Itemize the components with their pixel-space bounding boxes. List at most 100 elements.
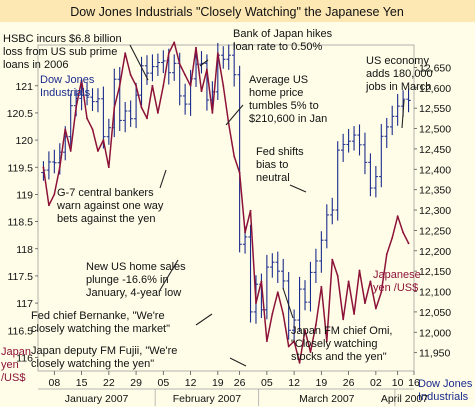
- yen-point: [396, 215, 399, 218]
- x-tick-label: 02: [370, 377, 382, 389]
- yen-point: [206, 68, 208, 71]
- x-tick-label: 05: [261, 377, 273, 389]
- yen-point: [336, 275, 339, 277]
- annotation-3-line-3: tumbles 5% to: [249, 100, 319, 112]
- yen-point: [391, 236, 394, 239]
- right-tick-label: 12,550: [419, 103, 451, 115]
- yen-point: [407, 242, 410, 245]
- x-tick-label: 26: [234, 377, 246, 389]
- right-tick-label: 12,450: [419, 144, 451, 156]
- yen-point: [282, 313, 285, 315]
- yen-point: [75, 106, 78, 109]
- right-tick-label: 11,950: [419, 348, 450, 360]
- left-axis-label-line-1: Japan: [1, 346, 31, 358]
- yen-point: [374, 307, 377, 310]
- left-tick-label: 117.5: [8, 271, 34, 283]
- left-tick-label: 120: [15, 135, 33, 147]
- right-axis-label-line-2: Industrials: [418, 391, 469, 403]
- title-bar: [0, 0, 475, 22]
- right-tick-label: 12,100: [419, 287, 451, 299]
- yen-point: [135, 84, 137, 87]
- yen-point: [47, 204, 50, 207]
- annotation-5-line-3: neutral: [256, 172, 290, 184]
- callout-leader: [225, 104, 244, 126]
- yen-point: [216, 52, 219, 55]
- left-tick-label: 120.5: [7, 108, 33, 120]
- yen-point: [315, 323, 317, 326]
- yen-point: [271, 313, 274, 315]
- right-tick-label: 12,050: [419, 307, 451, 319]
- yen-point: [325, 340, 328, 343]
- yen-point: [244, 231, 246, 234]
- yen-point: [140, 106, 143, 109]
- left-tick-label: 118: [16, 244, 33, 256]
- callout-leader: [229, 357, 247, 367]
- annotation-3-line-1: Average US: [249, 74, 308, 86]
- month-label: January 2007: [65, 393, 129, 405]
- yen-point: [195, 46, 197, 49]
- callout-leader: [195, 313, 213, 326]
- x-tick-label: 15: [76, 377, 88, 389]
- annotation-6-line-1: G-7 central bankers: [57, 187, 154, 199]
- callout-leader: [199, 59, 209, 67]
- callout-leader: [129, 44, 149, 81]
- legend-yen-line-2: yen /US$: [373, 282, 418, 294]
- yen-point: [260, 280, 263, 283]
- yen-point: [178, 63, 181, 65]
- chart-title: Dow Jones Industrials "Closely Watching"…: [70, 5, 404, 19]
- yen-point: [80, 79, 83, 82]
- annotation-1-line-2: loss from US sub prime: [3, 46, 117, 58]
- yen-point: [298, 361, 301, 364]
- annotation-8-line-2: closely watching the market": [31, 323, 170, 335]
- left-tick-label: 118.5: [8, 217, 34, 229]
- annotation-9-line-1: Japan deputy FM Fujii, "We're: [31, 345, 177, 357]
- left-tick-label: 119.5: [8, 162, 34, 174]
- annotation-1-line-1: HSBC incurs $6.8 billion: [3, 33, 122, 45]
- right-tick-label: 12,600: [419, 83, 451, 95]
- yen-point: [309, 351, 312, 353]
- annotation-2-line-1: Bank of Japan hikes: [233, 28, 333, 40]
- right-tick-label: 12,350: [419, 185, 451, 197]
- left-axis-label-line-3: /US$: [1, 372, 25, 384]
- annotation-7-line-3: January, 4-year low: [86, 287, 181, 299]
- yen-point: [107, 166, 110, 169]
- annotation-5-line-2: bias to: [256, 159, 288, 171]
- month-label: April 2007: [381, 393, 428, 405]
- annotation-5-line-1: Fed shifts: [256, 146, 304, 158]
- right-tick-label: 12,400: [419, 164, 451, 176]
- annotation-10-line-1: Japan FM chief Omi,: [291, 325, 392, 337]
- yen-point: [353, 313, 355, 315]
- yen-point: [369, 280, 372, 283]
- yen-point: [227, 122, 230, 125]
- right-tick-label: 12,250: [419, 225, 451, 237]
- annotation-7-line-2: plunge -16.6% in: [86, 274, 169, 286]
- month-label: February 2007: [173, 393, 241, 405]
- yen-point: [364, 302, 366, 304]
- yen-point: [91, 128, 94, 131]
- annotation-10-line-3: stocks and the yen": [291, 351, 387, 363]
- yen-point: [293, 340, 296, 343]
- plot-frame: [37, 44, 415, 372]
- left-axis-label-line-2: yen: [1, 359, 19, 371]
- callout-leader: [159, 259, 179, 291]
- callout-leader: [289, 184, 307, 193]
- yen-point: [211, 112, 214, 114]
- callout-leader: [159, 169, 167, 189]
- yen-point: [118, 84, 121, 87]
- yen-point: [287, 345, 290, 348]
- yen-point: [162, 84, 165, 87]
- yen-point: [189, 84, 192, 87]
- annotation-3-line-4: $210,600 in Jan: [249, 113, 327, 125]
- annotation-6-line-2: warn against one way: [56, 200, 164, 212]
- yen-point: [69, 150, 72, 152]
- right-tick-label: 12,000: [419, 327, 451, 339]
- yen-point: [238, 171, 241, 174]
- yen-point: [42, 166, 45, 169]
- yen-point: [233, 155, 236, 158]
- month-label: March 2007: [299, 393, 355, 405]
- yen-point: [151, 84, 154, 87]
- yen-point: [124, 52, 127, 55]
- yen-point: [53, 193, 56, 196]
- annotation-9-line-2: closely watching the yen": [31, 358, 154, 370]
